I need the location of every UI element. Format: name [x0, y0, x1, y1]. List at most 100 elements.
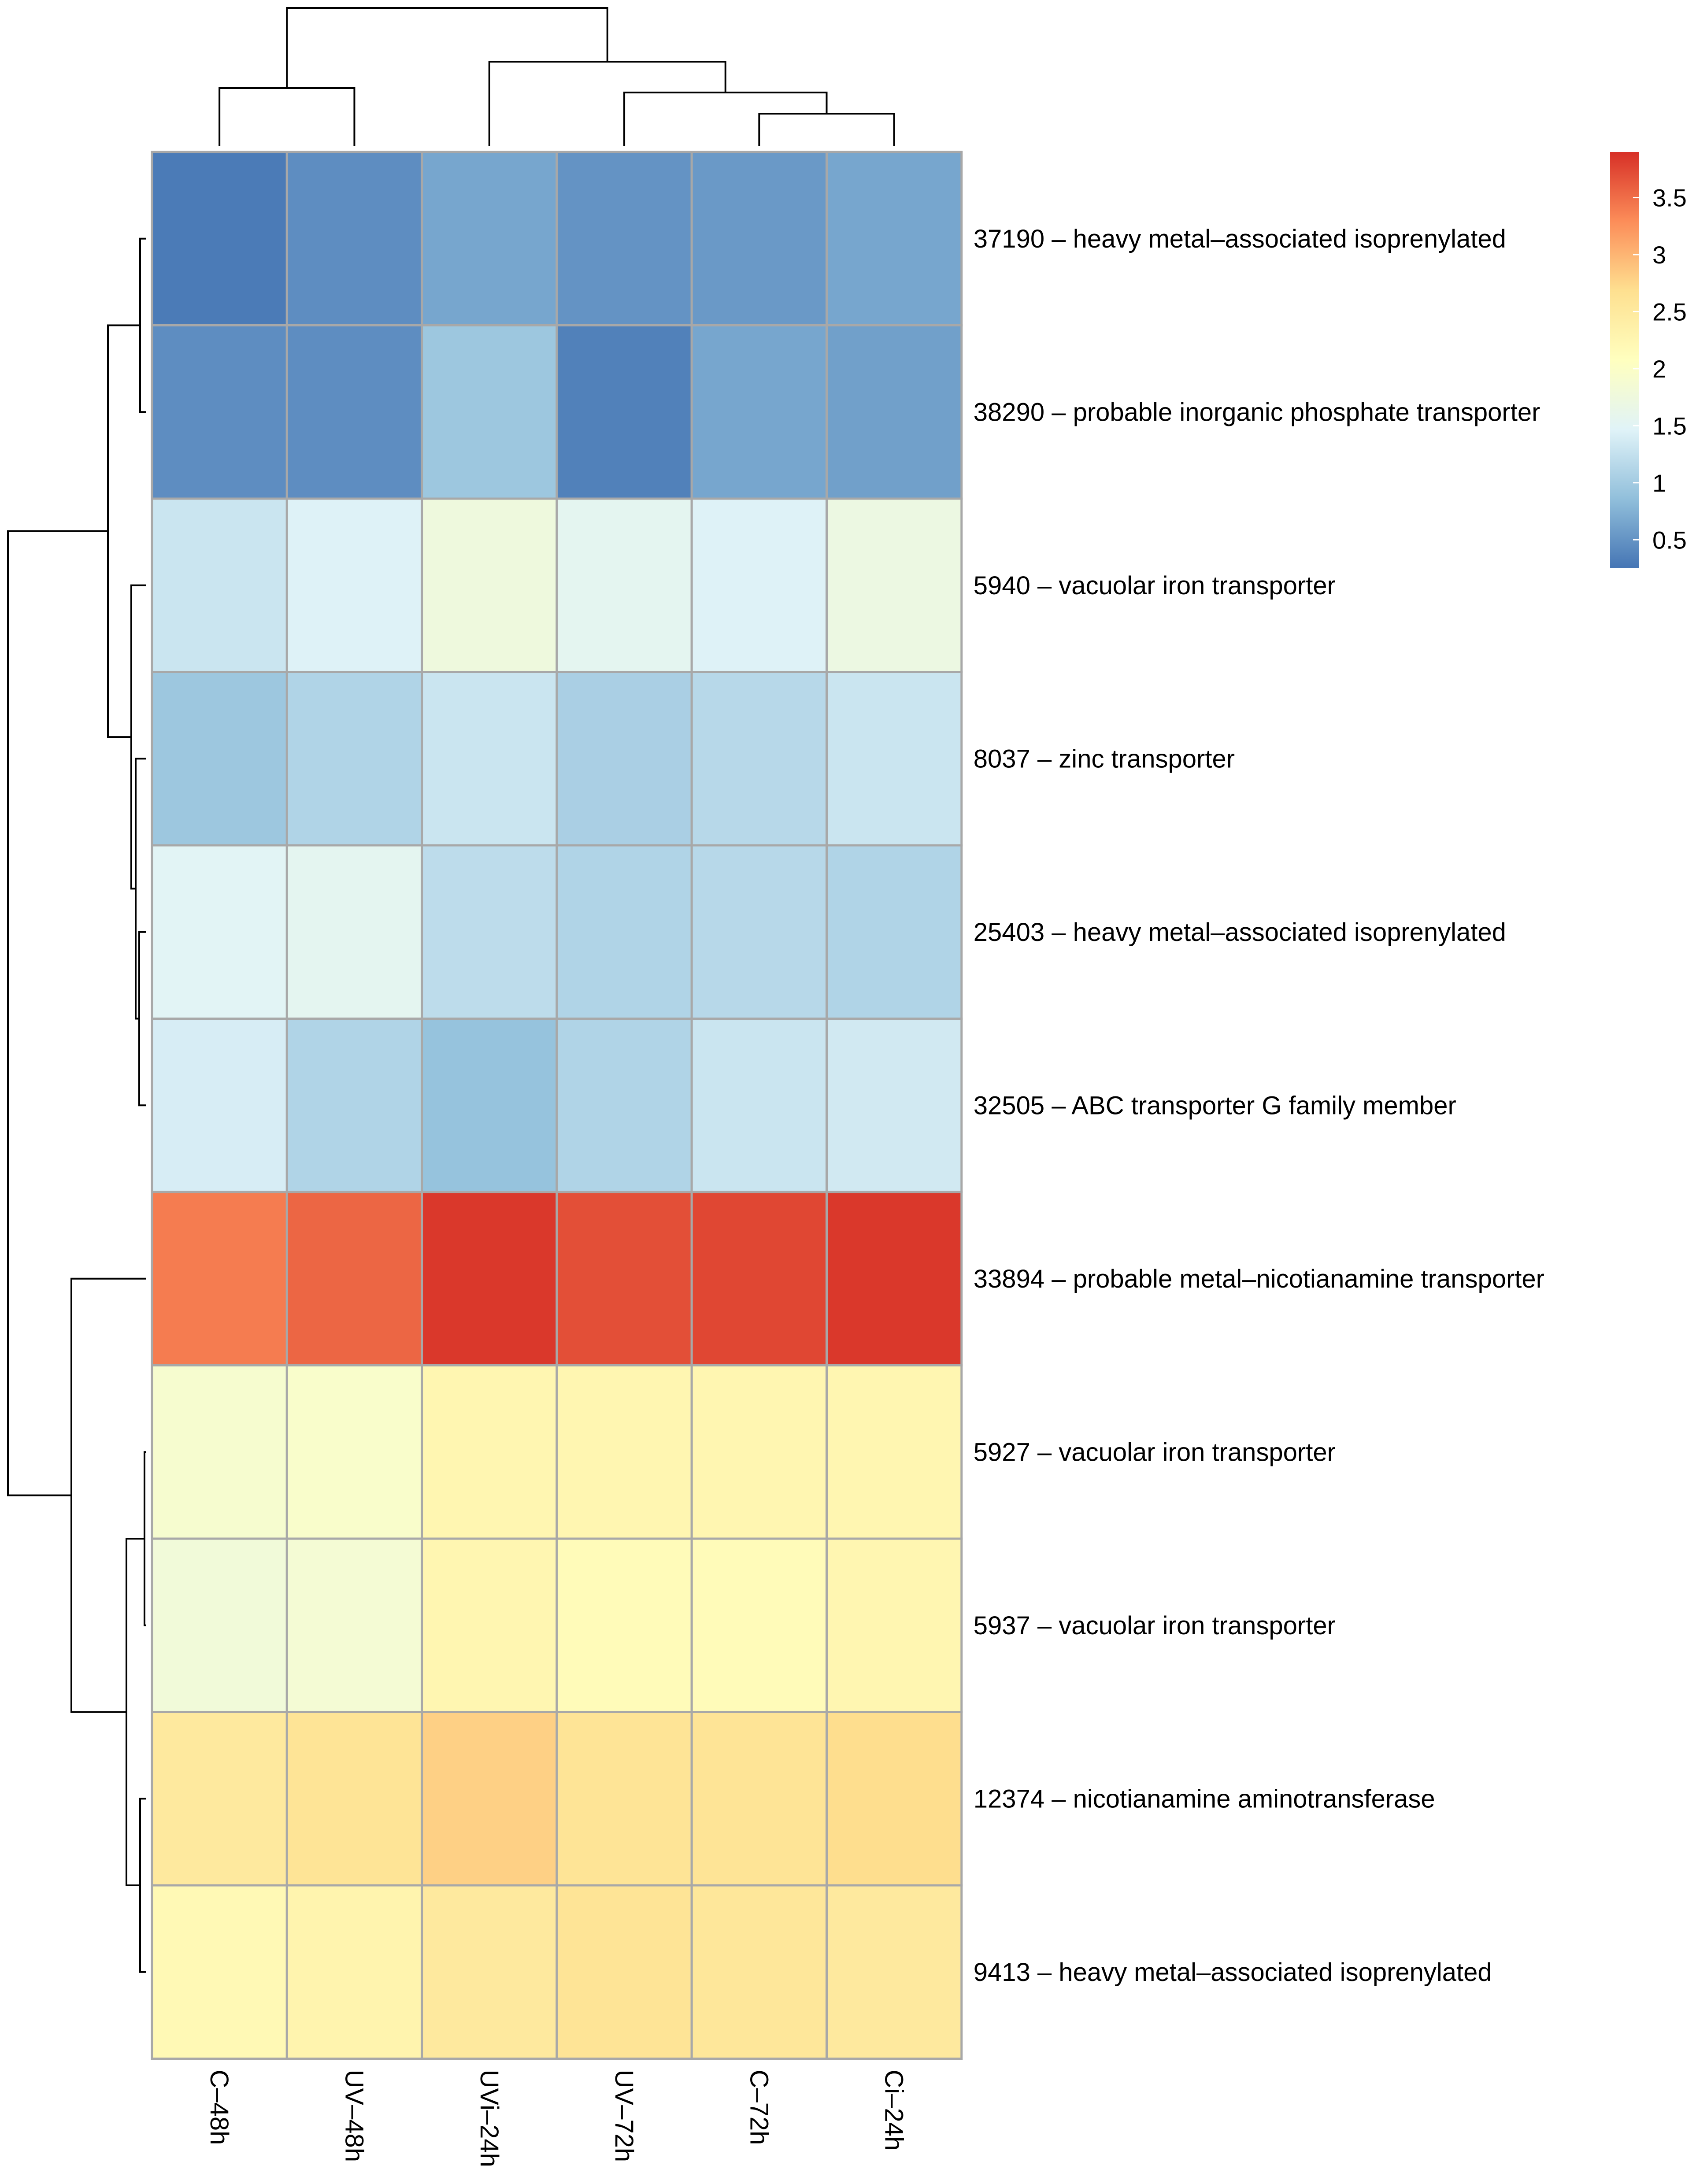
heatmap-cell [826, 1018, 963, 1193]
heatmap-cell [151, 844, 288, 1020]
row-label: 5937 – vacuolar iron transporter [974, 1611, 1336, 1640]
heatmap-cell [555, 671, 693, 847]
heatmap-cell [690, 1711, 828, 1887]
heatmap-cell [151, 1364, 288, 1540]
heatmap-cell [151, 324, 288, 500]
heatmap-cell [151, 671, 288, 847]
heatmap-cell [826, 497, 963, 673]
legend-ticks: 0.5 1 1.5 2 2.5 3 3.5 [1633, 184, 1687, 554]
heatmap-cell [151, 1711, 288, 1887]
heatmap-cell [151, 1191, 288, 1366]
heatmap-cell [690, 1018, 828, 1193]
heatmap-cell [421, 1191, 558, 1366]
heatmap-cells [151, 151, 963, 2060]
dendrogram-link [139, 237, 146, 413]
heatmap-cell [826, 1711, 963, 1887]
column-label: Ci–24h [880, 2070, 908, 2151]
heatmap-cell [555, 1537, 693, 1713]
row-label: 12374 – nicotianamine aminotransferase [974, 1784, 1435, 1813]
row-label: 25403 – heavy metal–associated isoprenyl… [974, 918, 1506, 947]
heatmap-cell [285, 497, 423, 673]
dendrogram-link [623, 92, 828, 146]
heatmap-cell [421, 1364, 558, 1540]
column-label: UVi–24h [475, 2070, 504, 2167]
heatmap-cell [690, 1364, 828, 1540]
heatmap-cell [421, 324, 558, 500]
column-label: C–48h [205, 2070, 233, 2145]
legend-tick-label: 3 [1652, 241, 1666, 269]
heatmap-cell [555, 497, 693, 673]
heatmap-cell [826, 671, 963, 847]
dendrogram-link [488, 61, 726, 146]
heatmap-cell [690, 1191, 828, 1366]
heatmap-cell [826, 844, 963, 1020]
row-dendrogram [7, 237, 146, 1973]
legend-tick-label: 1 [1652, 469, 1666, 497]
legend-tick-label: 2.5 [1652, 298, 1687, 326]
row-label: 33894 – probable metal–nicotianamine tra… [974, 1265, 1544, 1293]
heatmap-cell [285, 1364, 423, 1540]
heatmap-cell [555, 1711, 693, 1887]
heatmap-cell [555, 1884, 693, 2060]
heatmap-cell [826, 1537, 963, 1713]
heatmap-cell [285, 1711, 423, 1887]
heatmap-cell [285, 1884, 423, 2060]
row-label: 38290 – probable inorganic phosphate tra… [974, 398, 1540, 426]
heatmap-cell [555, 1018, 693, 1193]
column-label: UV–72h [610, 2070, 638, 2162]
dendrogram-link [218, 87, 355, 146]
column-dendrogram [218, 7, 895, 146]
heatmap-cell [421, 1537, 558, 1713]
dendrogram-link [144, 1451, 146, 1626]
heatmap-cell [285, 671, 423, 847]
heatmap-cell [285, 1537, 423, 1713]
dendrogram-link [107, 324, 140, 738]
heatmap-cell [690, 497, 828, 673]
row-labels: 37190 – heavy metal–associated isoprenyl… [974, 225, 1544, 1987]
dendrogram-link [758, 113, 895, 146]
heatmap-cell [690, 324, 828, 500]
legend-tick-label: 2 [1652, 355, 1666, 383]
heatmap-cell [285, 1018, 423, 1193]
heatmap-cell [421, 844, 558, 1020]
legend-color-bar [1610, 152, 1639, 568]
dendrogram-link [286, 7, 608, 88]
row-label: 8037 – zinc transporter [974, 744, 1235, 773]
heatmap-cell [690, 1884, 828, 2060]
row-label: 9413 – heavy metal–associated isoprenyla… [974, 1958, 1492, 1987]
dendrogram-link [70, 1277, 146, 1713]
heatmap-cell [555, 1364, 693, 1540]
dendrogram-link [130, 584, 146, 890]
heatmap-cell [690, 151, 828, 326]
heatmap-cell [151, 497, 288, 673]
column-label: UV–48h [340, 2070, 368, 2162]
heatmap-cell [826, 1884, 963, 2060]
heatmap-cell [826, 1364, 963, 1540]
row-label: 5940 – vacuolar iron transporter [974, 571, 1336, 600]
legend-tick-label: 3.5 [1652, 184, 1687, 212]
dendrogram-link [126, 1538, 144, 1886]
heatmap-cell [151, 1537, 288, 1713]
heatmap-cell [151, 1884, 288, 2060]
dendrogram-link [139, 1798, 146, 1973]
heatmap-cell [826, 1191, 963, 1366]
heatmap-cell [285, 324, 423, 500]
heatmap-cell [285, 844, 423, 1020]
heatmap-cell [555, 151, 693, 326]
heatmap-cell [690, 671, 828, 847]
legend-tick-label: 1.5 [1652, 412, 1687, 440]
heatmap-cell [826, 324, 963, 500]
heatmap-cell [285, 1191, 423, 1366]
row-label: 5927 – vacuolar iron transporter [974, 1438, 1336, 1466]
heatmap-cell [555, 1191, 693, 1366]
heatmap-cell [421, 1018, 558, 1193]
heatmap-cell [151, 151, 288, 326]
heatmap-cell [421, 1711, 558, 1887]
heatmap-cell [421, 151, 558, 326]
heatmap-cell [421, 671, 558, 847]
dendrogram-link [138, 931, 146, 1107]
heatmap-cell [826, 151, 963, 326]
heatmap-cell [151, 1018, 288, 1193]
color-legend: 0.5 1 1.5 2 2.5 3 3.5 [1610, 152, 1687, 568]
